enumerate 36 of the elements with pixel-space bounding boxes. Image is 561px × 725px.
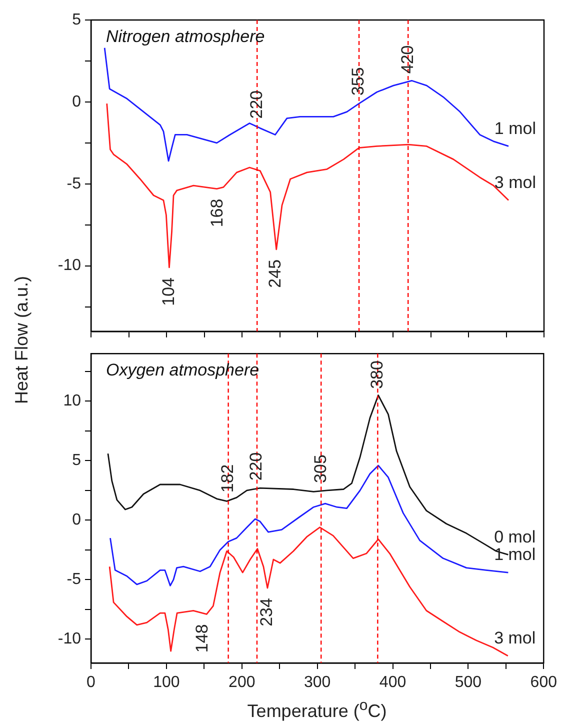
y-tick-label: 0 bbox=[72, 93, 82, 110]
ref-line-label: 420 bbox=[398, 45, 417, 74]
x-tick-label: 300 bbox=[304, 674, 331, 692]
x-tick-label: 200 bbox=[228, 674, 256, 692]
chart-title: Oxygen atmosphere bbox=[106, 360, 260, 380]
y-tick-label: -5 bbox=[66, 175, 82, 192]
x-tick-label: 500 bbox=[454, 674, 482, 692]
series-label: 3 mol bbox=[494, 172, 536, 192]
annotation: 168 bbox=[208, 198, 227, 228]
ref-line-label: 220 bbox=[246, 90, 266, 119]
series-label: 3 mol bbox=[494, 628, 536, 648]
ref-line-label: 220 bbox=[246, 452, 266, 481]
annotation: 104 bbox=[159, 277, 178, 306]
y-tick-label: -10 bbox=[58, 257, 82, 274]
ref-line-label: 355 bbox=[348, 67, 368, 96]
annotation: 234 bbox=[257, 598, 276, 626]
ref-line-label: 380 bbox=[367, 360, 386, 389]
y-tick-label: 5 bbox=[72, 452, 82, 470]
annotation: 245 bbox=[266, 259, 285, 288]
y-axis-title: Heat Flow (a.u.) bbox=[12, 276, 32, 404]
chart-title: Nitrogen atmosphere bbox=[106, 27, 265, 46]
annotation: 148 bbox=[192, 624, 212, 653]
y-tick-label: 5 bbox=[72, 11, 82, 28]
series-label: 0 mol bbox=[494, 527, 536, 546]
series-label: 1 mol bbox=[494, 118, 536, 138]
x-tick-label: 0 bbox=[86, 674, 96, 692]
x-tick-label: 600 bbox=[530, 674, 558, 692]
y-tick-label: -10 bbox=[58, 630, 82, 648]
y-tick-label: 10 bbox=[63, 392, 82, 410]
y-tick-label: -5 bbox=[66, 571, 82, 588]
x-tick-label: 100 bbox=[153, 674, 180, 692]
ref-line-label: 182 bbox=[218, 464, 237, 493]
y-tick-label: 0 bbox=[72, 512, 82, 529]
x-axis-title: Temperature ($^{o}$C) bbox=[247, 697, 387, 722]
ref-line-label: 305 bbox=[310, 454, 330, 483]
x-tick-label: 400 bbox=[379, 674, 406, 692]
